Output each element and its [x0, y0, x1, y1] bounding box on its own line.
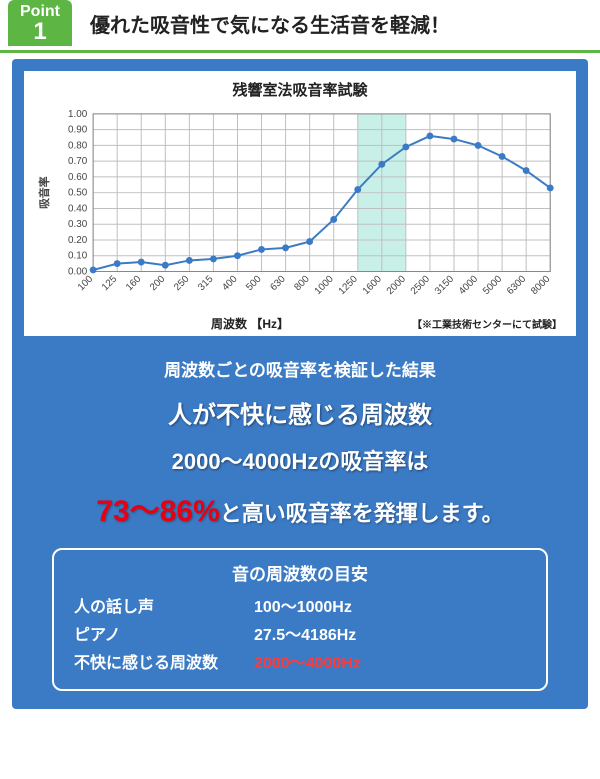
reference-row: 人の話し声100〜1000Hz — [74, 593, 526, 617]
frequency-reference-box: 音の周波数の目安 人の話し声100〜1000Hzピアノ27.5〜4186Hz不快… — [52, 548, 548, 691]
svg-text:吸音率: 吸音率 — [37, 176, 51, 209]
svg-text:400: 400 — [220, 273, 240, 293]
reference-name: 人の話し声 — [74, 593, 254, 617]
absorption-chart: 0.000.100.200.300.400.500.600.700.800.90… — [34, 106, 566, 313]
svg-text:0.20: 0.20 — [68, 235, 88, 246]
svg-text:630: 630 — [268, 273, 288, 293]
x-axis-labels: 周波数 【Hz】 【※工業技術センターにて試験】 — [34, 315, 566, 332]
svg-text:0.40: 0.40 — [68, 203, 88, 214]
svg-text:1250: 1250 — [337, 273, 361, 297]
svg-text:2500: 2500 — [409, 273, 433, 297]
header: Point 1 優れた吸音性で気になる生活音を軽減！ — [0, 0, 600, 53]
chart-title: 残響室法吸音率試験 — [34, 79, 566, 100]
main-panel: 残響室法吸音率試験 0.000.100.200.300.400.500.600.… — [12, 59, 588, 709]
reference-value: 2000〜4000Hz — [254, 649, 526, 673]
point-badge: Point 1 — [8, 0, 72, 46]
svg-text:315: 315 — [196, 273, 216, 293]
result-text: 周波数ごとの吸音率を検証した結果 — [24, 356, 576, 381]
header-title: 優れた吸音性で気になる生活音を軽減！ — [90, 9, 450, 38]
svg-text:0.80: 0.80 — [68, 140, 88, 151]
reference-title: 音の周波数の目安 — [74, 560, 526, 585]
svg-text:0.50: 0.50 — [68, 188, 88, 199]
x-axis-label: 周波数 【Hz】 — [211, 315, 289, 332]
svg-text:1000: 1000 — [313, 273, 337, 297]
svg-text:0.70: 0.70 — [68, 156, 88, 167]
svg-text:500: 500 — [244, 273, 264, 293]
svg-text:2000: 2000 — [385, 273, 409, 297]
point-number: 1 — [20, 20, 60, 44]
headline-3-suffix: と高い吸音率を発揮します。 — [220, 501, 504, 526]
reference-name: ピアノ — [74, 621, 254, 645]
headline-3: 73〜86%と高い吸音率を発揮します。 — [24, 486, 576, 530]
svg-text:4000: 4000 — [457, 273, 481, 297]
svg-text:160: 160 — [124, 273, 144, 293]
svg-text:5000: 5000 — [481, 273, 505, 297]
emphasis-percentage: 73〜86% — [96, 495, 219, 528]
svg-text:125: 125 — [100, 273, 120, 293]
svg-text:800: 800 — [292, 273, 312, 293]
svg-text:8000: 8000 — [529, 273, 553, 297]
svg-text:0.10: 0.10 — [68, 251, 88, 262]
svg-text:0.60: 0.60 — [68, 172, 88, 183]
chart-source-note: 【※工業技術センターにて試験】 — [412, 316, 562, 331]
svg-text:200: 200 — [148, 273, 168, 293]
reference-name: 不快に感じる周波数 — [74, 649, 254, 673]
reference-value: 100〜1000Hz — [254, 593, 526, 617]
reference-row: ピアノ27.5〜4186Hz — [74, 621, 526, 645]
headline-1: 人が不快に感じる周波数 — [24, 395, 576, 430]
svg-text:0.90: 0.90 — [68, 125, 88, 136]
svg-text:6300: 6300 — [505, 273, 529, 297]
reference-rows: 人の話し声100〜1000Hzピアノ27.5〜4186Hz不快に感じる周波数20… — [74, 593, 526, 673]
svg-text:1.00: 1.00 — [68, 109, 88, 120]
svg-text:250: 250 — [172, 273, 192, 293]
svg-text:0.30: 0.30 — [68, 219, 88, 230]
chart-container: 残響室法吸音率試験 0.000.100.200.300.400.500.600.… — [24, 71, 576, 336]
reference-row: 不快に感じる周波数2000〜4000Hz — [74, 649, 526, 673]
reference-value: 27.5〜4186Hz — [254, 621, 526, 645]
svg-text:1600: 1600 — [361, 273, 385, 297]
svg-text:3150: 3150 — [433, 273, 457, 297]
headline-2: 2000〜4000Hzの吸音率は — [24, 444, 576, 476]
